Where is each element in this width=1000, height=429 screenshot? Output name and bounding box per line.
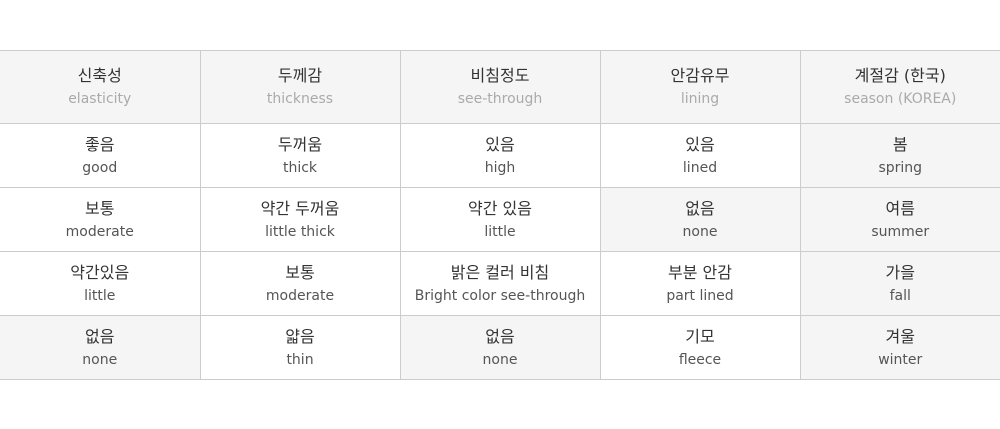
cell-label-en: thick [282, 159, 318, 176]
cell-label-ko: 얇음 [285, 326, 315, 346]
header-label-ko: 비침정도 [470, 66, 530, 85]
header-label-ko: 두께감 [277, 66, 323, 85]
header-label-en: thickness [266, 91, 334, 107]
cell-label-ko: 밝은 컬러 비침 [450, 262, 550, 282]
table-cell: 약간있음 little [0, 251, 201, 316]
cell-label-ko: 부분 안감 [668, 262, 732, 282]
cell-label-ko: 겨울 [885, 326, 915, 346]
fabric-info-table: 신축성 elasticity 두께감 thickness 비침정도 see-through… [0, 50, 1000, 380]
cell-label-en: fleece [678, 351, 722, 368]
cell-label-en: Bright color see-through [414, 287, 586, 304]
header-label-en: see-through [457, 91, 543, 107]
cell-label-en: good [82, 159, 118, 176]
cell-label-ko: 없음 [485, 326, 515, 346]
table-cell-selected: 여름 summer [799, 187, 1000, 252]
table-cell: 약간 두꺼움 little thick [199, 187, 401, 252]
cell-label-ko: 있음 [685, 134, 715, 154]
table-cell-selected: 겨울 winter [799, 315, 1000, 380]
header-label-en: lining [680, 91, 720, 107]
header-label-ko: 계절감 (한국) [854, 66, 946, 85]
table-cell: 기모 fleece [599, 315, 801, 380]
cell-label-en: part lined [666, 287, 734, 304]
header-label-en: elasticity [68, 91, 132, 107]
table-cell: 좋음 good [0, 123, 201, 188]
cell-label-ko: 가을 [885, 262, 915, 282]
cell-label-ko: 두꺼움 [277, 134, 323, 154]
header-row: 신축성 elasticity 두께감 thickness 비침정도 see-through… [0, 50, 1000, 124]
table-cell: 부분 안감 part lined [599, 251, 801, 316]
cell-label-en: spring [878, 159, 923, 176]
header-cell: 계절감 (한국) season (KOREA) [799, 50, 1000, 124]
header-cell: 비침정도 see-through [399, 50, 601, 124]
table-row: 보통 moderate 약간 두꺼움 little thick 약간 있음 little 없… [0, 187, 1000, 252]
cell-label-ko: 없음 [685, 198, 715, 218]
table-cell: 있음 high [399, 123, 601, 188]
table-cell: 있음 lined [599, 123, 801, 188]
cell-label-ko: 보통 [285, 262, 315, 282]
cell-label-ko: 약간 있음 [468, 198, 532, 218]
cell-label-en: lined [682, 159, 718, 176]
header-cell: 신축성 elasticity [0, 50, 201, 124]
table-cell: 보통 moderate [0, 187, 201, 252]
cell-label-en: moderate [265, 287, 335, 304]
cell-label-en: high [484, 159, 516, 176]
header-cell: 두께감 thickness [199, 50, 401, 124]
table-cell-selected: 가을 fall [799, 251, 1000, 316]
cell-label-en: none [82, 351, 118, 368]
cell-label-en: little thick [265, 223, 335, 240]
table-cell: 얇음 thin [199, 315, 401, 380]
table-cell-selected: 없음 none [0, 315, 201, 380]
cell-label-en: moderate [65, 223, 134, 240]
cell-label-ko: 약간 두꺼움 [260, 198, 340, 218]
header-label-en: season (KOREA) [844, 91, 957, 107]
table-cell-selected: 없음 none [599, 187, 801, 252]
header-label-ko: 안감유무 [670, 66, 730, 85]
cell-label-en: none [482, 351, 518, 368]
cell-label-ko: 약간있음 [70, 262, 130, 282]
cell-label-ko: 있음 [485, 134, 515, 154]
cell-label-en: none [682, 223, 718, 240]
table-cell: 보통 moderate [199, 251, 401, 316]
table-cell: 두꺼움 thick [199, 123, 401, 188]
table-cell-selected: 없음 none [399, 315, 601, 380]
cell-label-ko: 봄 [892, 134, 908, 154]
table-row: 없음 none 얇음 thin 없음 none 기모 fleece 겨울 winter [0, 315, 1000, 380]
header-cell: 안감유무 lining [599, 50, 801, 124]
cell-label-en: winter [878, 351, 923, 368]
cell-label-ko: 없음 [85, 326, 115, 346]
table-row: 좋음 good 두꺼움 thick 있음 high 있음 lined 봄 spring [0, 123, 1000, 188]
cell-label-ko: 보통 [85, 198, 115, 218]
cell-label-en: thin [286, 351, 314, 368]
table-cell-selected: 봄 spring [799, 123, 1000, 188]
cell-label-en: little [84, 287, 116, 304]
cell-label-en: little [484, 223, 516, 240]
cell-label-en: fall [889, 287, 911, 304]
table-cell: 약간 있음 little [399, 187, 601, 252]
table-cell: 밝은 컬러 비침 Bright color see-through [399, 251, 601, 316]
cell-label-ko: 좋음 [85, 134, 115, 154]
header-label-ko: 신축성 [77, 66, 122, 85]
table-row: 약간있음 little 보통 moderate 밝은 컬러 비침 Bright color… [0, 251, 1000, 316]
cell-label-ko: 여름 [885, 198, 915, 218]
cell-label-ko: 기모 [685, 326, 715, 346]
cell-label-en: summer [871, 223, 930, 240]
